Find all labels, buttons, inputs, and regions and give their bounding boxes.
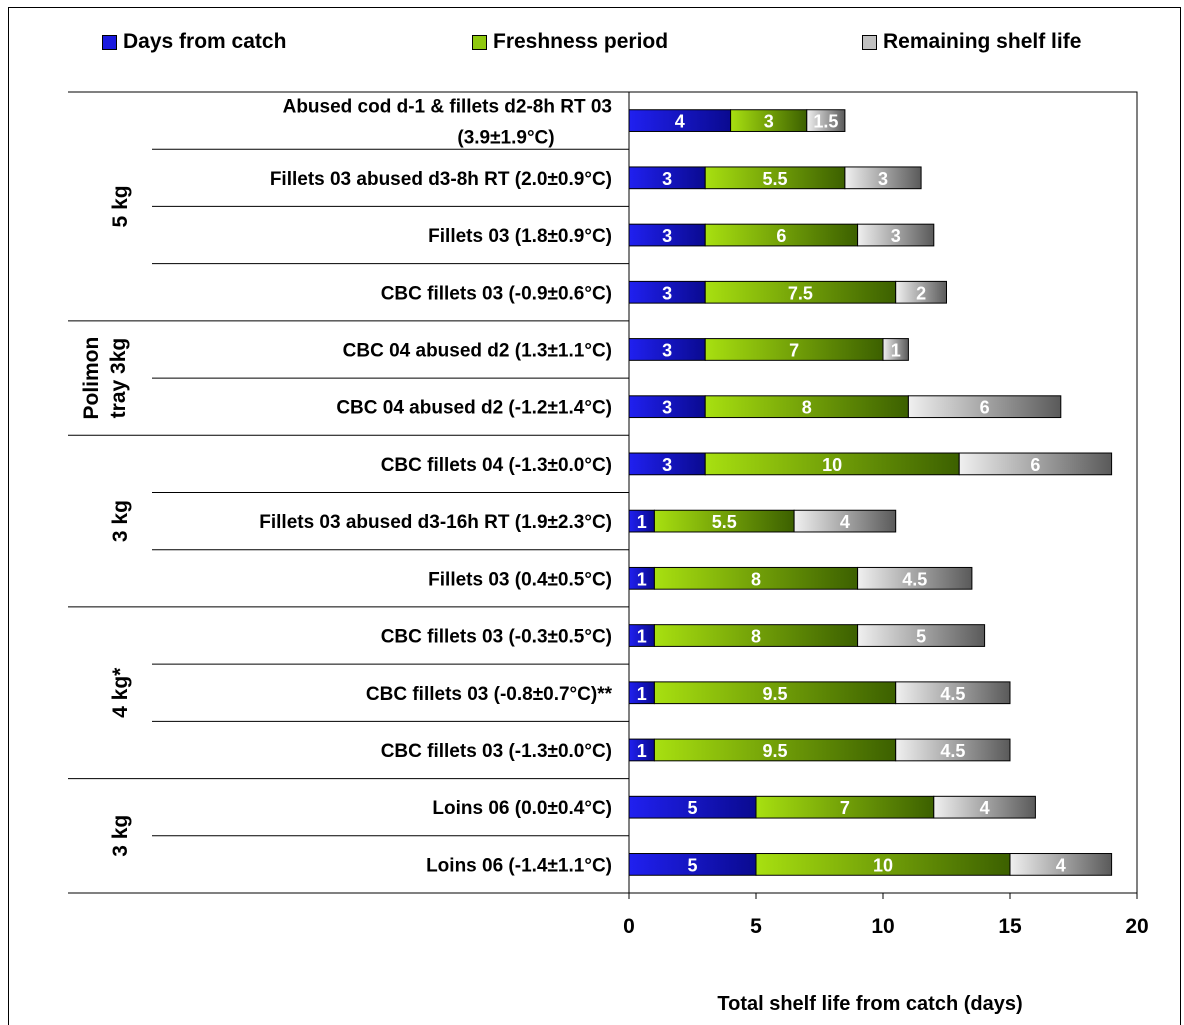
legend-item-freshness-period: Freshness period	[472, 30, 668, 54]
group-label: 3 kg	[109, 500, 132, 542]
x-axis-title: Total shelf life from catch (days)	[717, 993, 1023, 1015]
category-label: Fillets 03 abused d3-8h RT (2.0±0.9°C)	[270, 169, 612, 190]
bar-remaining-shelf-life	[806, 109, 846, 132]
legend-swatch-days	[102, 34, 117, 50]
bar-value-label: 6	[980, 398, 990, 418]
bar-value-label: 3	[662, 169, 672, 189]
category-label: Fillets 03 (1.8±0.9°C)	[428, 226, 612, 247]
bar-value-label: 9.5	[763, 741, 788, 761]
bar-value-label: 4.5	[940, 684, 965, 704]
category-label: CBC 04 abused d2 (-1.2±1.4°C)	[336, 398, 612, 419]
bar-value-label: 4	[840, 512, 850, 532]
bar-value-label: 6	[1030, 455, 1040, 475]
legend-label-days: Days from catch	[123, 30, 287, 53]
bar-remaining-shelf-life	[958, 452, 1113, 476]
bar-remaining-shelf-life	[1009, 853, 1113, 876]
category-label: (3.9±1.9°C)	[457, 128, 554, 149]
category-label: Loins 06 (0.0±0.4°C)	[432, 798, 612, 819]
bar-value-label: 3	[662, 226, 672, 246]
bar-value-label: 5	[687, 855, 697, 875]
category-label: CBC fillets 03 (-1.3±0.0°C)	[381, 741, 612, 762]
chart-outer-border	[8, 7, 1181, 1025]
bar-remaining-shelf-life	[857, 223, 935, 247]
legend-swatch-remaining	[862, 34, 877, 50]
legend-item-days-from-catch: Days from catch	[102, 30, 286, 54]
bar-value-label: 7	[840, 798, 850, 818]
bar-value-label: 1	[637, 741, 647, 761]
bar-value-label: 3	[662, 455, 672, 475]
bar-value-label: 1	[637, 512, 647, 532]
group-label: 3 kg	[109, 815, 132, 857]
bar-remaining-shelf-life	[857, 624, 986, 647]
bar-remaining-shelf-life	[933, 795, 1036, 819]
x-tick-label: 10	[871, 915, 894, 938]
bar-remaining-shelf-life	[857, 566, 973, 590]
bar-value-label: 2	[916, 283, 926, 303]
group-label: 5 kg	[109, 185, 132, 227]
bar-value-label: 10	[822, 455, 842, 475]
category-label: CBC fillets 03 (-0.8±0.7°C)**	[366, 684, 613, 705]
bar-value-label: 1	[637, 627, 647, 647]
bar-value-label: 3	[662, 283, 672, 303]
bar-value-label: 3	[891, 226, 901, 246]
bar-value-label: 1.5	[813, 112, 838, 132]
bar-remaining-shelf-life	[844, 166, 922, 190]
bar-value-label: 3	[764, 112, 774, 132]
bar-value-label: 3	[662, 398, 672, 418]
bar-value-label: 7	[789, 340, 799, 360]
bar-value-label: 5.5	[763, 169, 788, 189]
bar-value-label: 7.5	[788, 283, 813, 303]
bar-remaining-shelf-life	[907, 395, 1062, 419]
bar-value-label: 3	[878, 169, 888, 189]
x-tick-label: 20	[1125, 915, 1148, 938]
category-label: CBC fillets 03 (-0.9±0.6°C)	[381, 283, 612, 304]
legend-label-remaining: Remaining shelf life	[883, 30, 1082, 53]
bar-remaining-shelf-life	[793, 509, 897, 533]
bar-remaining-shelf-life	[895, 681, 1011, 705]
bar-value-label: 3	[662, 340, 672, 360]
bar-value-label: 10	[873, 855, 893, 875]
bar-value-label: 5	[687, 798, 697, 818]
bar-value-label: 1	[637, 684, 647, 704]
category-label: Fillets 03 abused d3-16h RT (1.9±2.3°C)	[259, 512, 612, 533]
bar-value-label: 4	[1056, 855, 1066, 875]
plot-area	[628, 91, 1138, 894]
bar-value-label: 1	[637, 569, 647, 589]
bar-value-label: 5.5	[712, 512, 737, 532]
x-tick-label: 0	[623, 915, 635, 938]
group-label: Polimon	[80, 337, 103, 420]
bar-remaining-shelf-life	[895, 738, 1011, 762]
bar-remaining-shelf-life	[895, 280, 948, 304]
category-label: Fillets 03 (0.4±0.5°C)	[428, 569, 612, 590]
legend-label-freshness: Freshness period	[493, 30, 669, 53]
legend-swatch-freshness	[472, 34, 487, 50]
bar-value-label: 4.5	[940, 741, 965, 761]
legend-item-remaining-shelf-life: Remaining shelf life	[862, 30, 1081, 54]
x-tick-label: 15	[998, 915, 1022, 938]
category-label: CBC fillets 03 (-0.3±0.5°C)	[381, 627, 612, 648]
bar-value-label: 6	[776, 226, 786, 246]
category-label: Loins 06 (-1.4±1.1°C)	[426, 855, 612, 876]
category-label: Abused cod d-1 & fillets d2-8h RT 03	[283, 97, 612, 118]
bar-value-label: 4.5	[902, 569, 927, 589]
bar-remaining-shelf-life	[882, 338, 909, 361]
bar-value-label: 8	[751, 627, 761, 647]
group-label: 4 kg*	[109, 667, 132, 718]
group-label: tray 3kg	[107, 338, 130, 419]
category-label: CBC 04 abused d2 (1.3±1.1°C)	[343, 340, 612, 361]
bar-value-label: 4	[980, 798, 990, 818]
bar-value-label: 5	[916, 627, 926, 647]
bar-value-label: 9.5	[763, 684, 788, 704]
bar-value-label: 8	[802, 398, 812, 418]
category-label: CBC fillets 04 (-1.3±0.0°C)	[381, 455, 612, 476]
x-tick-label: 5	[750, 915, 762, 938]
bar-value-label: 1	[891, 340, 901, 360]
bar-value-label: 4	[675, 112, 685, 132]
bar-value-label: 8	[751, 569, 761, 589]
